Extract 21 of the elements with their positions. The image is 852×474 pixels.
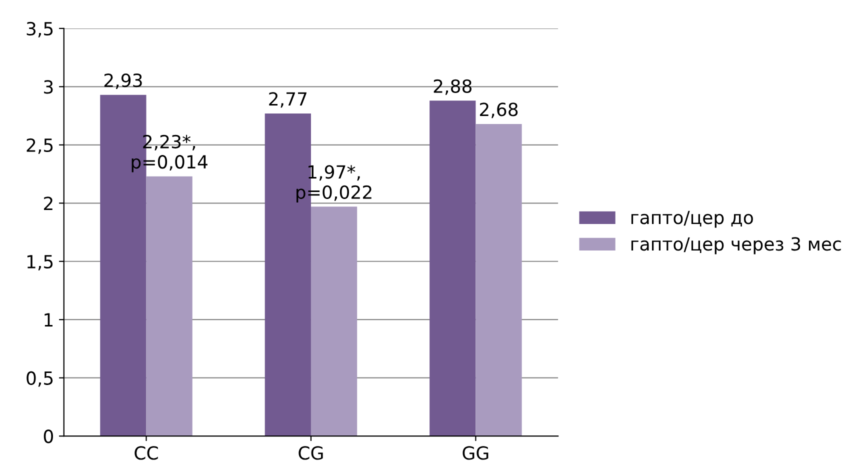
y-tick-label: 2,5 bbox=[26, 138, 53, 154]
legend-label: гапто/цер до bbox=[631, 210, 753, 228]
data-label: 2,68 bbox=[480, 102, 518, 118]
bar bbox=[430, 100, 476, 436]
data-label: 2,88 bbox=[434, 79, 472, 95]
x-tick-label: GG bbox=[462, 446, 488, 460]
y-tick-label: 2 bbox=[44, 196, 52, 210]
bar bbox=[310, 206, 358, 436]
bar bbox=[146, 176, 192, 436]
y-tick-label: 3 bbox=[44, 80, 53, 94]
y-tick-label: 0 bbox=[44, 430, 53, 444]
data-label: 2,77 bbox=[269, 92, 306, 108]
bar bbox=[476, 124, 522, 436]
data-label: 2,93 bbox=[104, 74, 142, 90]
y-tick-label: 1 bbox=[44, 313, 53, 326]
y-tick-label: 0,5 bbox=[26, 371, 53, 387]
y-tick-label: 3,5 bbox=[26, 22, 53, 38]
x-tick-label: CG bbox=[298, 446, 323, 460]
x-tick-label: CC bbox=[134, 446, 158, 460]
y-tick-label: 1,5 bbox=[27, 255, 53, 270]
legend-label: гапто/цер через 3 мес bbox=[631, 237, 841, 254]
